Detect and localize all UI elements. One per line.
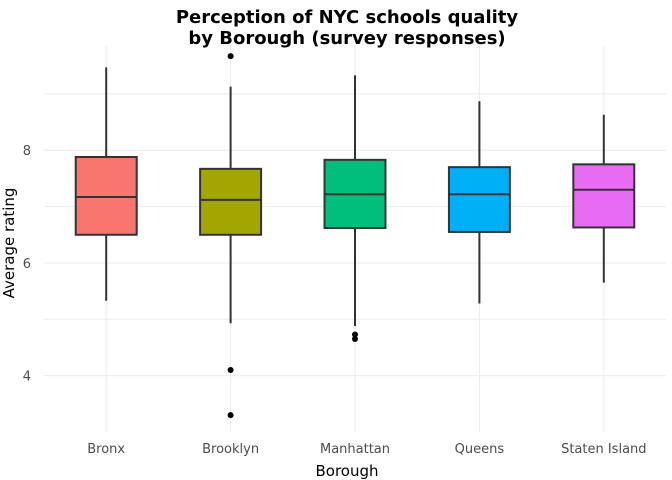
box-queens [447,101,511,304]
iqr-box [572,163,636,229]
x-axis-ticks: Bronx Brooklyn Manhattan Queens Staten Islan… [87,442,646,457]
iqr-box [74,156,138,236]
box-manhattan [323,75,387,343]
chart-title: Perception of NYC schools quality by Boro… [176,7,519,49]
outlier-point [352,336,358,343]
y-axis-label: Average rating [0,188,18,299]
boxplot-series [74,53,636,419]
x-axis-label: Borough [315,462,378,480]
x-tick-label: Brooklyn [202,442,259,457]
x-tick-label: Bronx [87,442,125,457]
iqr-box [447,166,511,233]
outlier-point [227,53,234,60]
box-staten-island [572,114,636,283]
x-tick-label: Staten Island [561,442,646,457]
y-tick-label: 4 [23,370,31,385]
outlier-point [227,412,234,419]
x-tick-label: Queens [455,442,505,457]
y-axis-ticks: 4 6 8 [23,144,31,384]
x-tick-label: Manhattan [320,442,390,457]
box-bronx [74,67,138,301]
y-tick-label: 6 [23,257,31,272]
box-brooklyn [199,53,263,419]
iqr-box [199,167,263,236]
outlier-point [352,331,358,338]
outlier-point [227,367,234,374]
y-tick-label: 8 [23,144,31,159]
